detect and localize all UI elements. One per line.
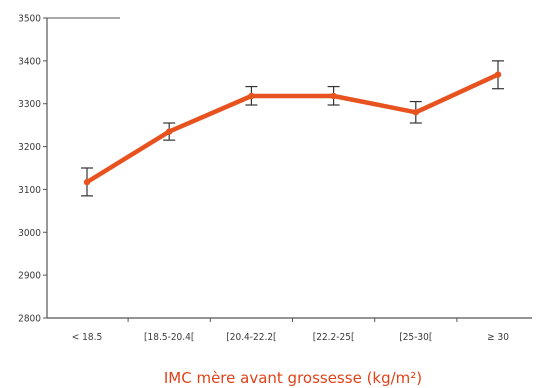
data-point xyxy=(412,109,419,116)
data-point xyxy=(248,92,255,100)
x-tick-label: [25-30[ xyxy=(399,332,432,343)
y-tick-label: 3500 xyxy=(18,14,41,25)
data-point xyxy=(166,128,173,135)
data-point xyxy=(494,71,502,78)
y-tick-label: 2900 xyxy=(18,271,41,282)
data-point xyxy=(83,178,91,186)
y-tick-label: 3300 xyxy=(18,99,41,110)
x-tick-label: ≥ 30 xyxy=(487,332,509,343)
y-tick-label: 3400 xyxy=(18,56,41,67)
x-tick-label: [22.2-25[ xyxy=(313,332,355,343)
x-axis-title: IMC mère avant grossesse (kg/m²) xyxy=(164,369,422,387)
y-tick-label: 3100 xyxy=(18,185,41,196)
data-point xyxy=(330,92,337,100)
y-axis: 2800 2900 3000 3100 3200 3300 3400 3500 xyxy=(18,14,120,325)
series-line xyxy=(84,72,501,185)
x-axis: < 18.5 [18.5-20.4[ [20.4-22.2[ [22.2-25[ [25… xyxy=(47,317,532,343)
y-tick-label: 3200 xyxy=(18,142,41,153)
y-tick-label: 2800 xyxy=(18,314,41,325)
x-tick-label: [20.4-22.2[ xyxy=(226,332,276,343)
series xyxy=(81,60,504,197)
y-tick-label: 3000 xyxy=(18,228,41,239)
x-tick-label: [18.5-20.4[ xyxy=(144,332,194,343)
x-tick-label: < 18.5 xyxy=(72,332,102,343)
